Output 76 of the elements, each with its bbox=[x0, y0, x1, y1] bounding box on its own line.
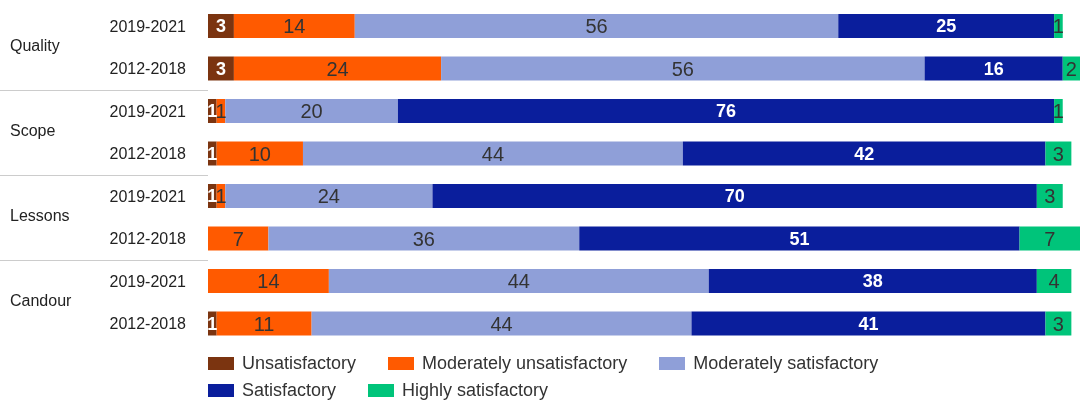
data-label: 3 bbox=[215, 16, 226, 37]
bar bbox=[216, 141, 303, 166]
data-label: 3 bbox=[215, 58, 226, 79]
data-label: 11 bbox=[253, 312, 275, 335]
data-label: 20 bbox=[300, 100, 323, 123]
bar bbox=[708, 269, 1037, 293]
data-label: 25 bbox=[936, 16, 957, 37]
data-label: 24 bbox=[326, 57, 349, 80]
bar bbox=[225, 99, 398, 123]
legend-label: Unsatisfactory bbox=[242, 353, 357, 374]
data-label: 41 bbox=[858, 313, 879, 334]
bar bbox=[397, 99, 1055, 123]
y-tick-label: 2012-2018 bbox=[109, 315, 187, 333]
bar bbox=[328, 269, 709, 293]
bar bbox=[838, 14, 1055, 38]
y-tick-label: 2019-2021 bbox=[109, 272, 187, 290]
data-label: 44 bbox=[507, 270, 530, 293]
y-tick-label: 2012-2018 bbox=[109, 230, 187, 248]
legend-label: Moderately unsatisfactory bbox=[422, 353, 628, 374]
data-label: 1 bbox=[207, 101, 218, 122]
data-label: 3 bbox=[1052, 312, 1064, 335]
text: Scope bbox=[10, 121, 56, 140]
data-label: 16 bbox=[983, 58, 1004, 79]
data-label: 7 bbox=[232, 227, 244, 250]
data-label: 56 bbox=[585, 15, 608, 38]
data-label: 4 bbox=[1048, 270, 1060, 293]
legend-label: Satisfactory bbox=[242, 380, 337, 401]
bar bbox=[441, 56, 925, 81]
data-label: 3 bbox=[1044, 185, 1056, 208]
data-label: 2 bbox=[1065, 57, 1077, 80]
text: Quality bbox=[10, 36, 60, 55]
data-label: 76 bbox=[716, 101, 737, 122]
bar bbox=[1019, 226, 1080, 251]
bar bbox=[311, 311, 692, 336]
y-tick-label: 2012-2018 bbox=[109, 145, 187, 163]
data-label: 1 bbox=[1052, 15, 1064, 38]
data-label: 10 bbox=[248, 142, 271, 165]
bar bbox=[268, 226, 580, 251]
data-label: 51 bbox=[789, 228, 810, 249]
bar bbox=[233, 14, 355, 38]
bar bbox=[208, 269, 329, 293]
y-tick-label: 2019-2021 bbox=[109, 187, 187, 205]
data-label: 36 bbox=[412, 227, 435, 250]
legend-label: Moderately satisfactory bbox=[693, 353, 879, 374]
y-tick-label: 2012-2018 bbox=[109, 60, 187, 78]
data-label: 1 bbox=[207, 143, 218, 164]
bar bbox=[432, 184, 1037, 208]
bar bbox=[208, 226, 269, 251]
text: Candour bbox=[10, 291, 72, 310]
data-label: 7 bbox=[1044, 227, 1056, 250]
y-tick-label: 2019-2021 bbox=[109, 17, 187, 35]
data-label: 14 bbox=[257, 270, 280, 293]
data-label: 1 bbox=[1052, 100, 1064, 123]
data-label: 44 bbox=[490, 312, 513, 335]
data-label: 1 bbox=[207, 186, 218, 207]
data-label: 44 bbox=[481, 142, 505, 165]
bar bbox=[225, 184, 433, 208]
text: Lessons bbox=[10, 206, 70, 225]
bar bbox=[354, 14, 839, 38]
bar bbox=[233, 56, 442, 81]
bar bbox=[691, 311, 1046, 336]
y-tick-label: 2019-2021 bbox=[109, 102, 187, 120]
data-label: 1 bbox=[207, 313, 218, 334]
bar bbox=[302, 141, 683, 166]
data-label: 14 bbox=[283, 15, 306, 38]
bar bbox=[579, 226, 1020, 251]
bar bbox=[924, 56, 1063, 81]
data-label: 24 bbox=[317, 185, 340, 208]
data-label: 42 bbox=[854, 143, 875, 164]
bar bbox=[216, 311, 312, 336]
data-label: 70 bbox=[724, 186, 745, 207]
bar bbox=[682, 141, 1046, 166]
data-label: 38 bbox=[862, 271, 883, 292]
data-label: 3 bbox=[1052, 142, 1064, 165]
legend-label: Highly satisfactory bbox=[402, 380, 549, 401]
data-label: 56 bbox=[671, 57, 694, 80]
